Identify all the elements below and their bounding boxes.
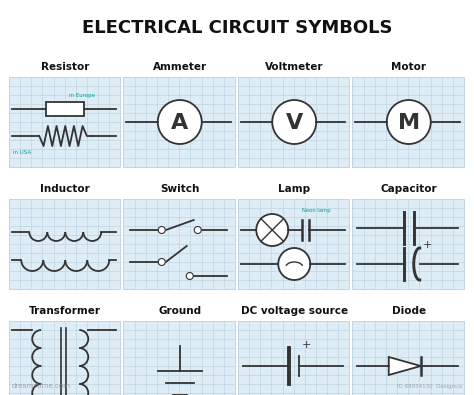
Text: Diode: Diode xyxy=(392,306,426,316)
Bar xyxy=(9,77,120,167)
Text: ELECTRICAL CIRCUIT SYMBOLS: ELECTRICAL CIRCUIT SYMBOLS xyxy=(82,19,392,37)
Bar xyxy=(353,199,464,289)
Circle shape xyxy=(186,273,193,280)
Text: DC voltage source: DC voltage source xyxy=(241,306,348,316)
Bar xyxy=(124,321,235,395)
Text: Switch: Switch xyxy=(160,184,200,194)
Text: dreamstime.com: dreamstime.com xyxy=(12,383,71,389)
Text: Inductor: Inductor xyxy=(40,184,90,194)
Text: ID 68934130  Designua: ID 68934130 Designua xyxy=(397,384,462,389)
Text: Neon lamp: Neon lamp xyxy=(302,208,331,213)
Text: Resistor: Resistor xyxy=(41,62,90,72)
Polygon shape xyxy=(389,357,421,375)
Bar xyxy=(353,321,464,395)
Text: A: A xyxy=(171,113,188,133)
Text: Lamp: Lamp xyxy=(278,184,310,194)
Text: Capacitor: Capacitor xyxy=(381,184,437,194)
Bar xyxy=(124,77,235,167)
Bar xyxy=(238,77,349,167)
Circle shape xyxy=(158,258,165,265)
Text: Transformer: Transformer xyxy=(29,306,101,316)
Text: Ammeter: Ammeter xyxy=(153,62,207,72)
Text: V: V xyxy=(286,113,303,133)
Circle shape xyxy=(158,100,202,144)
Text: in Europe: in Europe xyxy=(69,93,95,98)
Bar xyxy=(353,77,464,167)
Bar xyxy=(124,199,235,289)
Circle shape xyxy=(194,226,201,233)
Bar xyxy=(238,199,349,289)
Circle shape xyxy=(272,100,316,144)
Text: +: + xyxy=(302,340,311,350)
Text: M: M xyxy=(398,113,420,133)
Text: Voltmeter: Voltmeter xyxy=(265,62,323,72)
Circle shape xyxy=(158,226,165,233)
Circle shape xyxy=(256,214,288,246)
Text: +: + xyxy=(423,240,432,250)
Bar xyxy=(9,321,120,395)
Text: Ground: Ground xyxy=(158,306,201,316)
Bar xyxy=(238,321,349,395)
Circle shape xyxy=(387,100,431,144)
Text: Motor: Motor xyxy=(391,62,426,72)
Bar xyxy=(46,102,84,116)
Text: in USA: in USA xyxy=(13,150,31,155)
Circle shape xyxy=(278,248,310,280)
Bar xyxy=(9,199,120,289)
